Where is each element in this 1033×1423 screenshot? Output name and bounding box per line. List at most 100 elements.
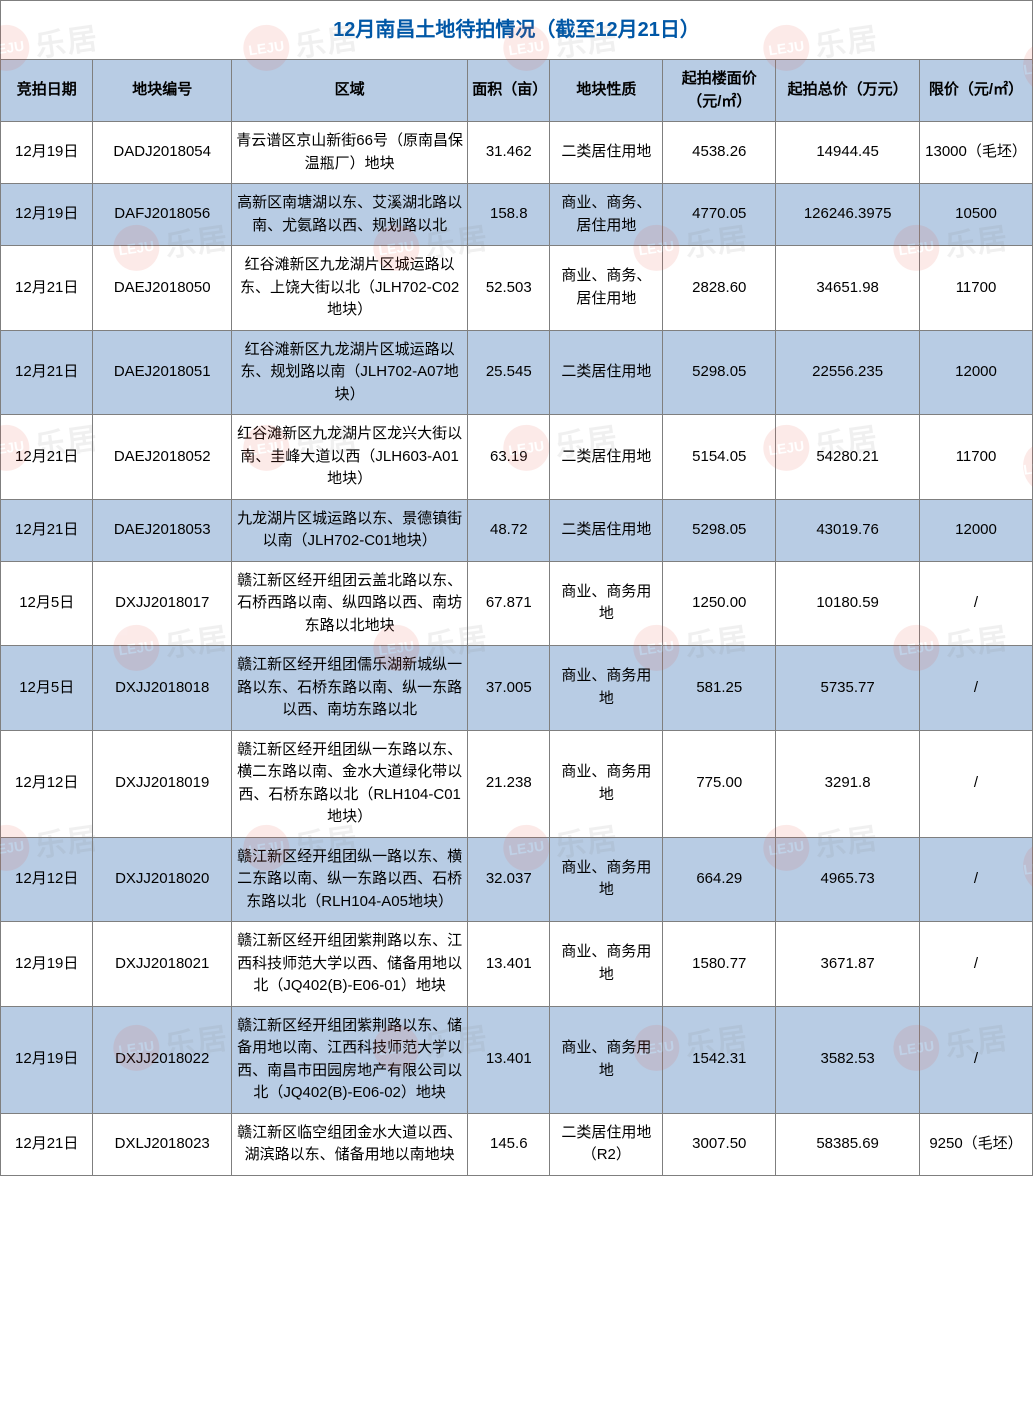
cell-date: 12月12日	[1, 837, 93, 922]
cell-size: 48.72	[468, 499, 550, 561]
cell-size: 158.8	[468, 184, 550, 246]
cell-type: 商业、商务、居住用地	[550, 246, 663, 331]
cell-code: DXJJ2018017	[93, 561, 232, 646]
cell-date: 12月21日	[1, 246, 93, 331]
cell-date: 12月19日	[1, 922, 93, 1007]
cell-type: 二类居住用地（R2）	[550, 1113, 663, 1175]
cell-size: 52.503	[468, 246, 550, 331]
table-row: 12月21日DAEJ2018052红谷滩新区九龙湖片区龙兴大街以南、圭峰大道以西…	[1, 415, 1033, 500]
cell-size: 21.238	[468, 730, 550, 837]
table-row: 12月21日DXLJ2018023赣江新区临空组团金水大道以西、湖滨路以东、储备…	[1, 1113, 1033, 1175]
cell-limit: /	[920, 646, 1033, 731]
table-row: 12月19日DADJ2018054青云谱区京山新街66号（原南昌保温瓶厂）地块3…	[1, 122, 1033, 184]
col-header-limit: 限价（元/㎡）	[920, 60, 1033, 122]
col-header-price2: 起拍总价（万元）	[776, 60, 920, 122]
col-header-code: 地块编号	[93, 60, 232, 122]
cell-date: 12月19日	[1, 1006, 93, 1113]
col-header-area: 区域	[232, 60, 468, 122]
cell-code: DAEJ2018050	[93, 246, 232, 331]
cell-price1: 664.29	[663, 837, 776, 922]
cell-price1: 1542.31	[663, 1006, 776, 1113]
cell-area: 赣江新区经开组团纵一东路以东、横二东路以南、金水大道绿化带以西、石桥东路以北（R…	[232, 730, 468, 837]
cell-limit: 11700	[920, 246, 1033, 331]
cell-price2: 4965.73	[776, 837, 920, 922]
cell-type: 商业、商务用地	[550, 922, 663, 1007]
table-container: 12月南昌土地待拍情况（截至12月21日） 竞拍日期 地块编号 区域 面积（亩）…	[0, 0, 1033, 1176]
cell-code: DAFJ2018056	[93, 184, 232, 246]
cell-date: 12月12日	[1, 730, 93, 837]
cell-price1: 775.00	[663, 730, 776, 837]
cell-area: 赣江新区经开组团紫荆路以东、储备用地以南、江西科技师范大学以西、南昌市田园房地产…	[232, 1006, 468, 1113]
cell-size: 25.545	[468, 330, 550, 415]
cell-area: 赣江新区经开组团紫荆路以东、江西科技师范大学以西、储备用地以北（JQ402(B)…	[232, 922, 468, 1007]
cell-type: 商业、商务用地	[550, 561, 663, 646]
cell-area: 赣江新区临空组团金水大道以西、湖滨路以东、储备用地以南地块	[232, 1113, 468, 1175]
cell-code: DXLJ2018023	[93, 1113, 232, 1175]
cell-price2: 22556.235	[776, 330, 920, 415]
cell-size: 37.005	[468, 646, 550, 731]
land-table: 12月南昌土地待拍情况（截至12月21日） 竞拍日期 地块编号 区域 面积（亩）…	[0, 0, 1033, 1176]
cell-type: 二类居住用地	[550, 122, 663, 184]
table-row: 12月5日DXJJ2018018赣江新区经开组团儒乐湖新城纵一路以东、石桥东路以…	[1, 646, 1033, 731]
cell-date: 12月19日	[1, 122, 93, 184]
cell-price1: 3007.50	[663, 1113, 776, 1175]
cell-code: DADJ2018054	[93, 122, 232, 184]
cell-price2: 3582.53	[776, 1006, 920, 1113]
cell-size: 13.401	[468, 1006, 550, 1113]
cell-type: 商业、商务用地	[550, 646, 663, 731]
cell-limit: 11700	[920, 415, 1033, 500]
col-header-size: 面积（亩）	[468, 60, 550, 122]
cell-price1: 1580.77	[663, 922, 776, 1007]
cell-area: 红谷滩新区九龙湖片区龙兴大街以南、圭峰大道以西（JLH603-A01地块）	[232, 415, 468, 500]
cell-type: 二类居住用地	[550, 415, 663, 500]
table-row: 12月12日DXJJ2018019赣江新区经开组团纵一东路以东、横二东路以南、金…	[1, 730, 1033, 837]
cell-code: DXJJ2018021	[93, 922, 232, 1007]
cell-limit: /	[920, 730, 1033, 837]
table-header-row: 竞拍日期 地块编号 区域 面积（亩） 地块性质 起拍楼面价（元/㎡） 起拍总价（…	[1, 60, 1033, 122]
cell-price2: 126246.3975	[776, 184, 920, 246]
cell-area: 赣江新区经开组团纵一路以东、横二东路以南、纵一东路以西、石桥东路以北（RLH10…	[232, 837, 468, 922]
cell-limit: 10500	[920, 184, 1033, 246]
cell-area: 九龙湖片区城运路以东、景德镇街以南（JLH702-C01地块）	[232, 499, 468, 561]
cell-price1: 2828.60	[663, 246, 776, 331]
cell-price1: 581.25	[663, 646, 776, 731]
table-row: 12月5日DXJJ2018017赣江新区经开组团云盖北路以东、石桥西路以南、纵四…	[1, 561, 1033, 646]
cell-price2: 58385.69	[776, 1113, 920, 1175]
cell-price2: 14944.45	[776, 122, 920, 184]
cell-price2: 43019.76	[776, 499, 920, 561]
cell-limit: 12000	[920, 330, 1033, 415]
cell-price1: 5298.05	[663, 499, 776, 561]
table-row: 12月19日DXJJ2018021赣江新区经开组团紫荆路以东、江西科技师范大学以…	[1, 922, 1033, 1007]
cell-price2: 5735.77	[776, 646, 920, 731]
cell-price1: 5154.05	[663, 415, 776, 500]
cell-type: 商业、商务用地	[550, 1006, 663, 1113]
cell-size: 32.037	[468, 837, 550, 922]
cell-limit: 13000（毛坯）	[920, 122, 1033, 184]
cell-date: 12月21日	[1, 415, 93, 500]
cell-code: DXJJ2018019	[93, 730, 232, 837]
cell-type: 商业、商务用地	[550, 730, 663, 837]
cell-date: 12月19日	[1, 184, 93, 246]
cell-price2: 3671.87	[776, 922, 920, 1007]
cell-code: DXJJ2018020	[93, 837, 232, 922]
cell-date: 12月5日	[1, 561, 93, 646]
cell-limit: /	[920, 561, 1033, 646]
cell-type: 二类居住用地	[550, 330, 663, 415]
cell-size: 67.871	[468, 561, 550, 646]
cell-limit: /	[920, 922, 1033, 1007]
cell-limit: 9250（毛坯）	[920, 1113, 1033, 1175]
table-title: 12月南昌土地待拍情况（截至12月21日）	[1, 1, 1033, 60]
col-header-type: 地块性质	[550, 60, 663, 122]
table-row: 12月21日DAEJ2018050红谷滩新区九龙湖片区城运路以东、上饶大街以北（…	[1, 246, 1033, 331]
cell-limit: 12000	[920, 499, 1033, 561]
cell-code: DAEJ2018052	[93, 415, 232, 500]
cell-code: DAEJ2018053	[93, 499, 232, 561]
cell-type: 商业、商务用地	[550, 837, 663, 922]
cell-area: 红谷滩新区九龙湖片区城运路以东、上饶大街以北（JLH702-C02地块）	[232, 246, 468, 331]
cell-price2: 34651.98	[776, 246, 920, 331]
cell-limit: /	[920, 1006, 1033, 1113]
cell-date: 12月21日	[1, 330, 93, 415]
cell-area: 高新区南塘湖以东、艾溪湖北路以南、尤氨路以西、规划路以北	[232, 184, 468, 246]
cell-type: 二类居住用地	[550, 499, 663, 561]
table-body: 12月19日DADJ2018054青云谱区京山新街66号（原南昌保温瓶厂）地块3…	[1, 122, 1033, 1176]
